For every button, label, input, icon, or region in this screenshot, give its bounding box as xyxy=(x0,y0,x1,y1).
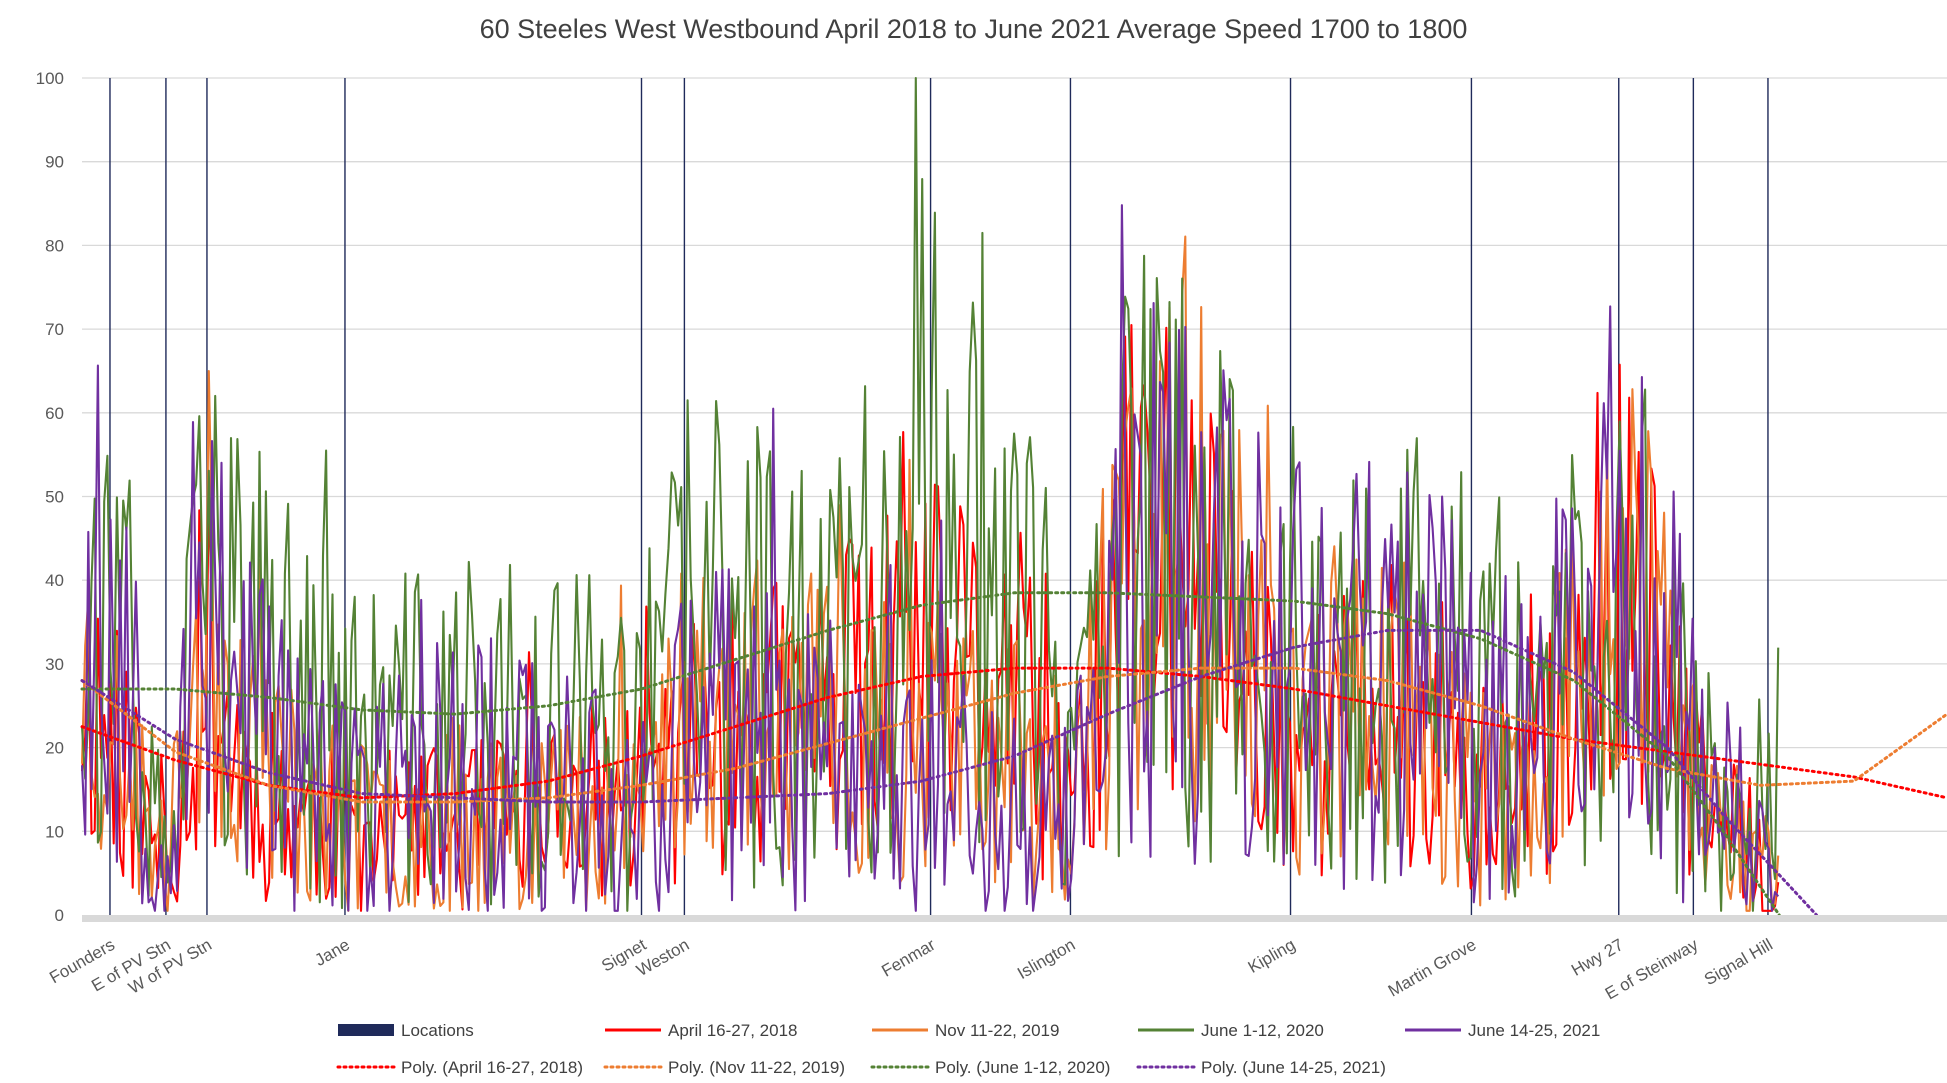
legend-label: Poly. (June 14-25, 2021) xyxy=(1201,1058,1386,1077)
legend-item: Poly. (April 16-27, 2018) xyxy=(336,1058,583,1077)
y-tick-label: 0 xyxy=(55,906,64,925)
location-label: Hwy 27 xyxy=(1568,935,1627,980)
location-label: Fenmar xyxy=(878,935,939,981)
legend-item: April 16-27, 2018 xyxy=(605,1021,797,1040)
chart-title: 60 Steeles West Westbound April 2018 to … xyxy=(479,14,1468,44)
y-tick-label: 50 xyxy=(45,488,64,507)
legend-label: Poly. (June 1-12, 2020) xyxy=(935,1058,1110,1077)
legend-item: Poly. (June 1-12, 2020) xyxy=(870,1058,1110,1077)
location-label: Jane xyxy=(312,935,353,970)
legend-label: Poly. (April 16-27, 2018) xyxy=(401,1058,583,1077)
trendlines xyxy=(80,591,1947,917)
y-tick-label: 10 xyxy=(45,822,64,841)
y-tick-label: 30 xyxy=(45,655,64,674)
y-tick-label: 90 xyxy=(45,153,64,172)
legend-item: Poly. (June 14-25, 2021) xyxy=(1136,1058,1386,1077)
y-tick-label: 80 xyxy=(45,236,64,255)
trendline xyxy=(80,628,1818,917)
legend-item: June 14-25, 2021 xyxy=(1405,1021,1600,1040)
x-axis xyxy=(82,915,1947,922)
legend-item: Locations xyxy=(338,1021,474,1040)
legend-label: Locations xyxy=(401,1021,474,1040)
location-label: Islington xyxy=(1014,935,1078,983)
legend-swatch xyxy=(338,1024,394,1036)
location-label: Signal Hill xyxy=(1701,935,1776,989)
legend-label: Nov 11-22, 2019 xyxy=(935,1021,1059,1040)
legend-item: Poly. (Nov 11-22, 2019) xyxy=(603,1058,845,1077)
y-tick-label: 100 xyxy=(36,69,64,88)
y-tick-label: 40 xyxy=(45,571,64,590)
y-tick-label: 60 xyxy=(45,404,64,423)
trendline xyxy=(80,591,1781,917)
location-label: Kipling xyxy=(1245,935,1299,977)
y-tick-label: 70 xyxy=(45,320,64,339)
legend-item: Nov 11-22, 2019 xyxy=(872,1021,1059,1040)
legend: Locations April 16-27, 2018 Nov 11-22, 201… xyxy=(336,1021,1600,1077)
legend-label: June 1-12, 2020 xyxy=(1201,1021,1324,1040)
legend-label: April 16-27, 2018 xyxy=(668,1021,797,1040)
y-tick-label: 20 xyxy=(45,739,64,758)
location-label: Martin Grove xyxy=(1385,935,1480,1001)
series-line xyxy=(80,204,1780,912)
legend-label: Poly. (Nov 11-22, 2019) xyxy=(668,1058,845,1077)
x-axis-line xyxy=(82,915,1947,922)
trendline xyxy=(80,666,1947,804)
y-axis-ticks: 0 10 20 30 40 50 60 70 80 90 100 xyxy=(36,69,64,925)
legend-label: June 14-25, 2021 xyxy=(1468,1021,1600,1040)
legend-item: June 1-12, 2020 xyxy=(1138,1021,1324,1040)
